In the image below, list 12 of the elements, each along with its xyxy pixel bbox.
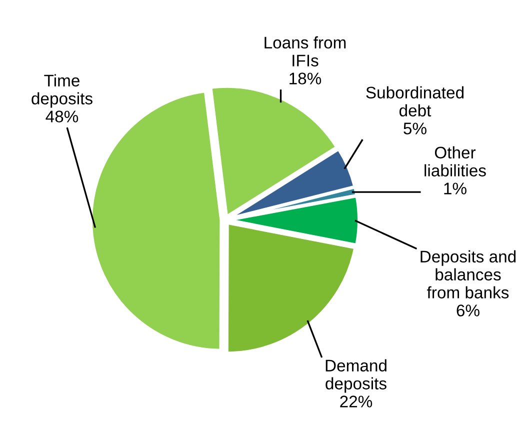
slice-label: Subordinated debt xyxy=(366,86,464,116)
slice-label: Loans from IFIs xyxy=(264,36,346,66)
slice-label: Other liabilities xyxy=(424,146,486,176)
data-label: 5% xyxy=(404,122,426,134)
data-label: 1% xyxy=(444,182,466,194)
data-label: 48% xyxy=(46,110,78,122)
slice-label: Time deposits xyxy=(32,74,92,108)
data-label: 22% xyxy=(340,396,372,408)
slice-label: Demand deposits xyxy=(326,359,386,393)
slice-label: Deposits and balances from banks xyxy=(420,250,516,298)
data-label: 18% xyxy=(290,72,322,84)
data-label: 6% xyxy=(456,304,480,316)
